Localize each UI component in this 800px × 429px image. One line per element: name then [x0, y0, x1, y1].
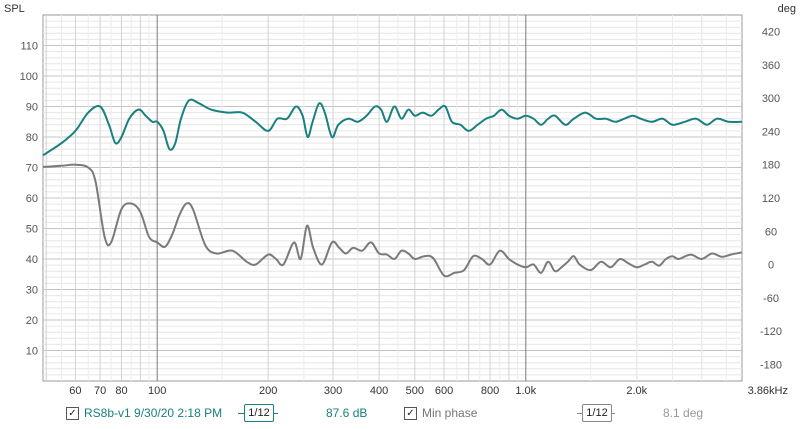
y-tick-label-left: 60 [26, 193, 38, 205]
y-tick-label-left: 70 [26, 163, 38, 175]
phase-name: Min phase [422, 406, 478, 420]
y-tick-label-left: 100 [20, 71, 38, 83]
y-tick-label-right: 300 [762, 93, 780, 105]
trace-value-text: 87.6 dB [326, 406, 368, 420]
x-tick-label: 70 [94, 385, 106, 397]
y-tick-label-left: 10 [26, 346, 38, 358]
x-tick-label: 60 [69, 385, 81, 397]
x-tick-label: 80 [115, 385, 127, 397]
y-tick-label-right: 120 [762, 193, 780, 205]
spl-trace-line [42, 98, 743, 157]
y-axis-title-right: deg [778, 3, 796, 15]
y-tick-label-right: 180 [762, 160, 780, 172]
y-tick-label-left: 110 [20, 41, 38, 53]
x-tick-label: 500 [406, 385, 424, 397]
x-tick-label: 2.0k [626, 385, 647, 397]
y-axis-title-left: SPL [4, 3, 25, 15]
y-tick-label-right: 240 [762, 126, 780, 138]
y-tick-label-right: 420 [762, 27, 780, 39]
y-tick-label-left: 40 [26, 254, 38, 266]
x-tick-label: 300 [324, 385, 342, 397]
x-tick-label: 600 [435, 385, 453, 397]
trace-name: RS8b-v1 9/30/20 2:18 PM [84, 406, 223, 420]
y-tick-label-left: 50 [26, 224, 38, 236]
phase-value: 8.1 deg [663, 406, 703, 420]
grid-layer [42, 14, 743, 382]
trace-value: 87.6 dB [326, 406, 367, 420]
phase-checkbox[interactable]: ✓ [404, 406, 417, 420]
trace-legend-item[interactable]: ✓ RS8b-v1 9/30/20 2:18 PM [66, 406, 222, 420]
phase-value-text: 8.1 deg [663, 406, 704, 420]
x-tick-label: 800 [481, 385, 499, 397]
x-tick-label: 200 [259, 385, 277, 397]
y-tick-label-right: -120 [760, 326, 782, 338]
phase-smoothing-button[interactable]: 1/12 [582, 404, 612, 422]
y-tick-label-right: -60 [763, 293, 779, 305]
label-layer: SPL deg 10 20 30 40 50 60 70 80 90 100 110 -180 -120 -6… [4, 3, 796, 397]
y-tick-label-left: 20 [26, 315, 38, 327]
y-tick-label-left: 90 [26, 102, 38, 114]
x-tick-label: 1.0k [515, 385, 536, 397]
y-tick-label-right: -180 [760, 359, 782, 371]
legend-bar: ✓ RS8b-v1 9/30/20 2:18 PM 1/12 87.6 dB ✓… [0, 400, 800, 429]
x-tick-label: 100 [148, 385, 166, 397]
frequency-response-chart: SPL deg 10 20 30 40 50 60 70 80 90 100 110 -180 -120 -6… [4, 3, 796, 397]
y-tick-label-right: 0 [768, 260, 774, 272]
phase-legend-item[interactable]: ✓ Min phase [404, 406, 477, 420]
phase-trace-line [42, 163, 743, 278]
chart-svg: SPL deg 10 20 30 40 50 60 70 80 90 100 110 -180 -120 -6… [4, 3, 796, 397]
y-tick-label-right: 60 [765, 226, 777, 238]
y-tick-label-left: 30 [26, 285, 38, 297]
trace-checkbox[interactable]: ✓ [66, 406, 79, 420]
x-tick-label: 3.86kHz [748, 385, 788, 397]
y-tick-label-left: 80 [26, 132, 38, 144]
y-tick-label-right: 360 [762, 60, 780, 72]
series-layer [42, 98, 743, 278]
x-tick-label: 400 [370, 385, 388, 397]
trace-smoothing-button[interactable]: 1/12 [244, 404, 274, 422]
